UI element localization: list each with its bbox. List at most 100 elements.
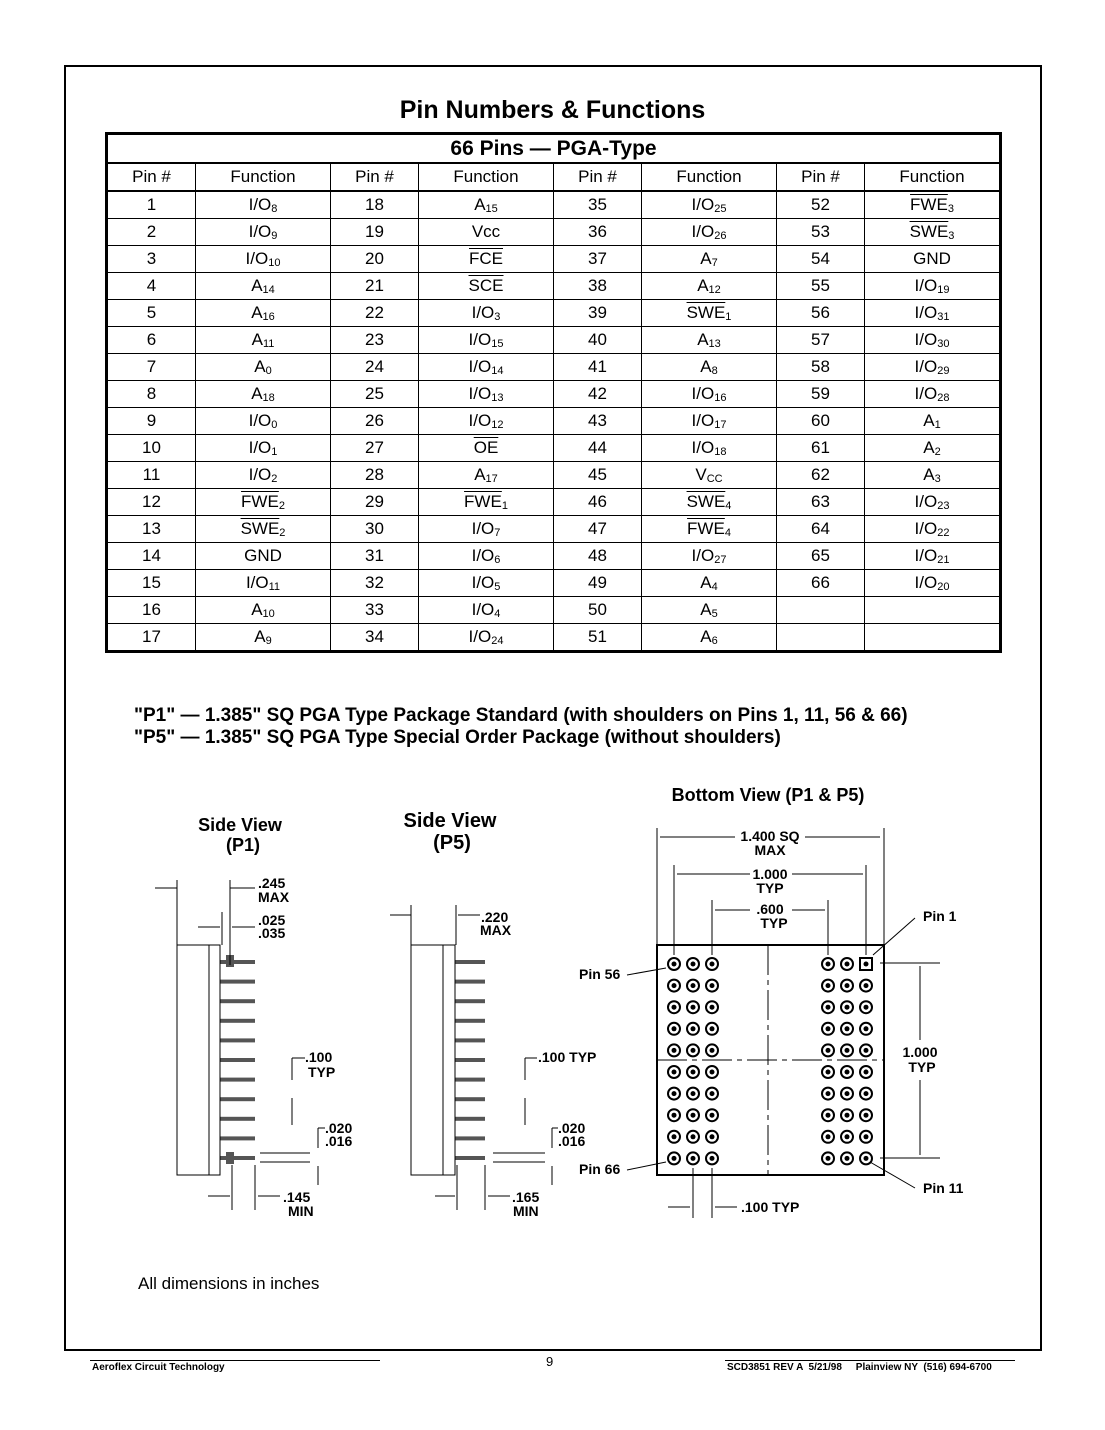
pin-number: 32 xyxy=(330,569,419,597)
pin-number: 12 xyxy=(106,488,196,516)
bottom-pin xyxy=(840,1086,854,1101)
bottom-pin xyxy=(840,1108,854,1123)
pin-number: 23 xyxy=(330,326,419,354)
pin-56-label: Pin 56 xyxy=(579,966,620,982)
signal-subscript: 1 xyxy=(934,419,941,431)
bottom-pin-center xyxy=(671,1155,677,1161)
pin-number: 50 xyxy=(553,596,642,624)
signal-subscript: 29 xyxy=(937,365,950,377)
signal-name: GND xyxy=(913,249,951,268)
bottom-pin-center xyxy=(825,1112,831,1118)
pin-function: A15 xyxy=(418,190,554,219)
side-p1-pin xyxy=(220,979,255,984)
signal-subscript: 7 xyxy=(711,257,718,269)
pin-number: 60 xyxy=(776,407,865,435)
bottom-pin-center xyxy=(844,1091,850,1097)
bottom-pin-center xyxy=(671,961,677,967)
pin-number: 63 xyxy=(776,488,865,516)
bottom-pin xyxy=(705,1108,719,1123)
bottom-pin xyxy=(859,1086,873,1101)
signal-name: A xyxy=(923,465,935,484)
pin-number: 5 xyxy=(106,299,196,327)
signal-name: I/O xyxy=(471,573,495,592)
side-p5-pin xyxy=(455,1058,485,1062)
bottom-pin-center xyxy=(709,1155,715,1161)
bottom-pin-center xyxy=(863,1155,869,1161)
signal-name: A xyxy=(700,573,712,592)
dim-label: TYP xyxy=(756,880,783,896)
signal-name: A xyxy=(251,330,263,349)
bottom-pin-center xyxy=(690,1047,696,1053)
footer-rule xyxy=(90,1360,380,1361)
bottom-pin xyxy=(686,1065,700,1079)
pin-number: 64 xyxy=(776,515,865,543)
bottom-pin-center xyxy=(709,1004,715,1010)
dim-label: .100 TYP xyxy=(741,1199,799,1215)
bottom-pin-center xyxy=(671,1112,677,1118)
table-row: 8 A18 25 I/O13 42 I/O16 59 I/O28 xyxy=(106,380,1001,408)
dim-label: 1.000 xyxy=(902,1044,937,1060)
signal-subscript: 24 xyxy=(491,635,504,647)
bottom-pin-center xyxy=(709,1026,715,1032)
side-p1-pin xyxy=(220,1116,255,1121)
pin-function: A13 xyxy=(641,326,777,354)
signal-name: I/O xyxy=(468,330,492,349)
signal-name: A xyxy=(700,600,712,619)
table-row: 11 I/O2 28 A17 45 VCC 62 A3 xyxy=(106,461,1001,489)
signal-subscript: 1 xyxy=(271,446,278,458)
active-low-signal: ~SWE xyxy=(909,222,949,241)
active-low-signal: ~OE xyxy=(473,438,499,457)
signal-subscript: 22 xyxy=(937,527,950,539)
side-p1-pin xyxy=(220,1097,255,1102)
signal-subscript: 12 xyxy=(708,284,721,296)
signal-subscript: 31 xyxy=(937,311,950,323)
bottom-pin-center xyxy=(863,1091,869,1097)
side-p5-subtitle: (P5) xyxy=(433,832,471,854)
signal-name: I/O xyxy=(468,384,492,403)
footer-doc-info: SCD3851 REV A 5/21/98 Plainview NY (516)… xyxy=(727,1362,992,1373)
bottom-pin-center xyxy=(825,1026,831,1032)
side-p5-pin xyxy=(455,979,485,984)
bottom-pin xyxy=(821,1021,835,1036)
bottom-pin-center xyxy=(844,1155,850,1161)
bottom-pin xyxy=(821,1065,835,1079)
pin-function: I/O9 xyxy=(195,218,331,246)
dim-label: 1.000 xyxy=(752,866,787,882)
dim-label: .220 xyxy=(481,909,508,925)
bottom-pin xyxy=(667,957,681,971)
pin-function: ~FWE1 xyxy=(418,488,554,516)
side-p5-pin xyxy=(455,999,485,1004)
pin-function: VCC xyxy=(641,461,777,489)
signal-subscript: 2 xyxy=(278,500,285,512)
pin-number: 38 xyxy=(553,272,642,300)
bottom-pin xyxy=(859,1065,873,1079)
pin-function: ~FCE xyxy=(418,245,554,273)
signal-subscript: 27 xyxy=(714,554,727,566)
signal-subscript: 11 xyxy=(268,581,281,593)
signal-subscript: 8 xyxy=(711,365,718,377)
signal-name: A xyxy=(700,627,712,646)
bottom-pin xyxy=(840,1043,854,1058)
active-low-signal: ~SWE xyxy=(240,519,280,538)
pin-number: 62 xyxy=(776,461,865,489)
pin-number: 33 xyxy=(330,596,419,624)
signal-subscript: 10 xyxy=(262,608,275,620)
signal-name: I/O xyxy=(245,573,269,592)
dim-label: MIN xyxy=(288,1203,314,1219)
bottom-pin xyxy=(821,1086,835,1101)
pin-function: A12 xyxy=(641,272,777,300)
dim-label: MAX xyxy=(480,922,512,938)
bottom-pin-center xyxy=(863,1026,869,1032)
bottom-pin-center xyxy=(709,1134,715,1140)
signal-name: A xyxy=(474,195,486,214)
pin-function: A4 xyxy=(641,569,777,597)
pin-function: ~SWE4 xyxy=(641,488,777,516)
side-p5-title: Side View xyxy=(403,810,496,832)
bottom-pin xyxy=(859,1151,873,1166)
bottom-pin xyxy=(840,1129,854,1144)
signal-subscript: 10 xyxy=(268,257,281,269)
signal-name: A xyxy=(923,438,935,457)
bottom-pin xyxy=(705,978,719,993)
bottom-pin xyxy=(686,1108,700,1123)
dim-label: .165 xyxy=(512,1189,539,1205)
